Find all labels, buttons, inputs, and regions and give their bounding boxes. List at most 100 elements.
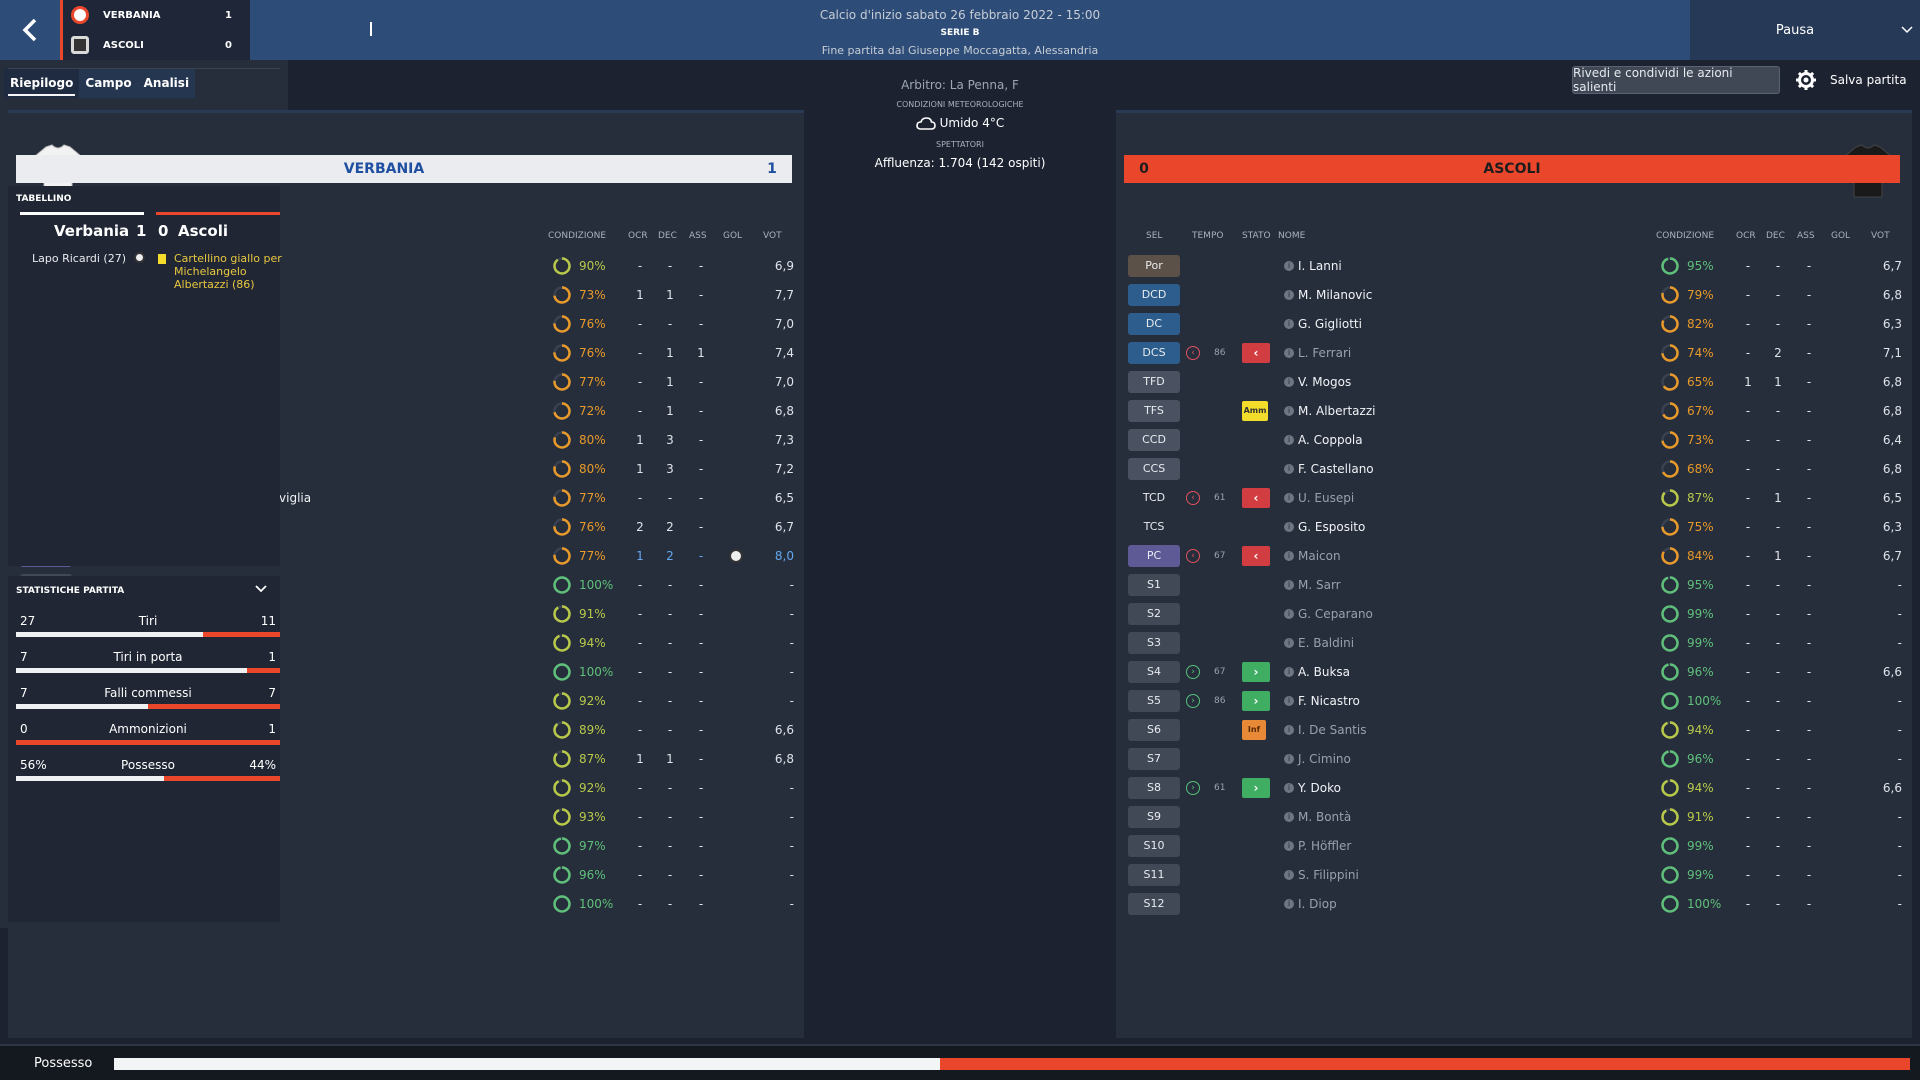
player-name[interactable]: J. Cimino bbox=[1298, 751, 1351, 766]
info-icon[interactable]: i bbox=[1284, 376, 1294, 387]
player-name[interactable]: A. Buksa bbox=[1298, 664, 1351, 679]
player-name[interactable]: I. Diop bbox=[1298, 896, 1337, 911]
player-row[interactable]: S9 i M. Bontà 91% - - - - bbox=[1116, 802, 1912, 831]
info-icon[interactable]: i bbox=[1284, 898, 1294, 909]
position-badge[interactable]: S12 bbox=[1128, 892, 1180, 915]
col-ocr[interactable]: OCR bbox=[628, 231, 648, 241]
subbed-on-status-icon[interactable]: › bbox=[1242, 777, 1270, 798]
injured-status-badge[interactable]: Inf bbox=[1242, 719, 1266, 740]
info-icon[interactable]: i bbox=[1284, 347, 1294, 358]
col-gol[interactable]: GOL bbox=[1831, 231, 1851, 241]
subbed-off-status-icon[interactable]: ‹ bbox=[1242, 545, 1270, 566]
position-badge[interactable]: S7 bbox=[1128, 747, 1180, 770]
subbed-off-status-icon[interactable]: ‹ bbox=[1242, 342, 1270, 363]
player-name[interactable]: M. Bontà bbox=[1298, 809, 1352, 824]
tabellino-home-team[interactable]: Verbania bbox=[54, 222, 130, 240]
position-badge[interactable]: TCS bbox=[1143, 520, 1165, 533]
chevron-down-icon[interactable] bbox=[254, 582, 268, 596]
player-name[interactable]: L. Ferrari bbox=[1298, 345, 1352, 360]
position-badge[interactable]: S6 bbox=[1128, 718, 1180, 741]
player-row[interactable]: PC ‹ 67 ‹ i Maicon 84% - 1 - 6,7 bbox=[1116, 541, 1912, 570]
player-name[interactable]: M. Sarr bbox=[1298, 577, 1341, 592]
tabellino-away-team[interactable]: Ascoli bbox=[178, 222, 229, 240]
player-row[interactable]: TFS Amm i M. Albertazzi 67% - - - 6,8 bbox=[1116, 396, 1912, 425]
subbed-off-status-icon[interactable]: ‹ bbox=[1242, 487, 1270, 508]
position-badge[interactable]: S8 bbox=[1128, 776, 1180, 799]
save-match-button[interactable]: Salva partita bbox=[1830, 73, 1907, 87]
position-badge[interactable]: S1 bbox=[1128, 573, 1180, 596]
info-icon[interactable]: i bbox=[1284, 666, 1294, 677]
info-icon[interactable]: i bbox=[1284, 579, 1294, 590]
player-name[interactable]: I. De Santis bbox=[1298, 722, 1367, 737]
player-row[interactable]: TCS i G. Esposito 75% - - - 6,3 bbox=[1116, 512, 1912, 541]
tab-campo[interactable]: Campo bbox=[85, 76, 132, 90]
info-icon[interactable]: i bbox=[1284, 753, 1294, 764]
col-condizione[interactable]: CONDIZIONE bbox=[1656, 231, 1715, 241]
settings-button[interactable] bbox=[1792, 66, 1820, 94]
player-row[interactable]: S2 i G. Ceparano 99% - - - - bbox=[1116, 599, 1912, 628]
position-badge[interactable]: S10 bbox=[1128, 834, 1180, 857]
player-row[interactable]: S8 › 61 › i Y. Doko 94% - - - 6,6 bbox=[1116, 773, 1912, 802]
position-badge[interactable]: DCD bbox=[1128, 283, 1180, 306]
player-row[interactable]: S7 i J. Cimino 96% - - - - bbox=[1116, 744, 1912, 773]
player-row[interactable]: S6 Inf i I. De Santis 94% - - - - bbox=[1116, 715, 1912, 744]
col-ass[interactable]: ASS bbox=[1797, 231, 1815, 241]
player-row[interactable]: TFD i V. Mogos 65% 1 1 - 6,8 bbox=[1116, 367, 1912, 396]
position-badge[interactable]: TFD bbox=[1128, 370, 1180, 393]
info-icon[interactable]: i bbox=[1284, 318, 1294, 329]
col-dec[interactable]: DEC bbox=[1766, 231, 1785, 241]
position-badge[interactable]: PC bbox=[1128, 544, 1180, 567]
player-row[interactable]: CCS i F. Castellano 68% - - - 6,8 bbox=[1116, 454, 1912, 483]
player-row[interactable]: DCD i M. Milanovic 79% - - - 6,8 bbox=[1116, 280, 1912, 309]
player-row[interactable]: CCD i A. Coppola 73% - - - 6,4 bbox=[1116, 425, 1912, 454]
info-icon[interactable]: i bbox=[1284, 724, 1294, 735]
tab-riepilogo[interactable]: Riepilogo bbox=[4, 68, 80, 98]
info-icon[interactable]: i bbox=[1284, 608, 1294, 619]
info-icon[interactable]: i bbox=[1284, 434, 1294, 445]
position-badge[interactable]: S4 bbox=[1128, 660, 1180, 683]
back-button[interactable] bbox=[0, 0, 60, 60]
position-badge[interactable]: CCD bbox=[1128, 428, 1180, 451]
highlights-button[interactable]: Rivedi e condividi le azioni salienti bbox=[1572, 66, 1780, 94]
info-icon[interactable]: i bbox=[1284, 637, 1294, 648]
position-badge[interactable]: CCS bbox=[1128, 457, 1180, 480]
player-name[interactable]: G. Gigliotti bbox=[1298, 316, 1362, 331]
info-icon[interactable]: i bbox=[1284, 550, 1294, 561]
position-badge[interactable]: S9 bbox=[1128, 805, 1180, 828]
player-name[interactable]: M. Milanovic bbox=[1298, 287, 1373, 302]
info-icon[interactable]: i bbox=[1284, 405, 1294, 416]
player-name[interactable]: P. Höffler bbox=[1298, 838, 1352, 853]
player-name[interactable]: V. Mogos bbox=[1298, 374, 1352, 389]
player-row[interactable]: S11 i S. Filippini 99% - - - - bbox=[1116, 860, 1912, 889]
position-badge[interactable]: S3 bbox=[1128, 631, 1180, 654]
player-row[interactable]: TCD ‹ 61 ‹ i U. Eusepi 87% - 1 - 6,5 bbox=[1116, 483, 1912, 512]
subbed-on-status-icon[interactable]: › bbox=[1242, 690, 1270, 711]
player-row[interactable]: S12 i I. Diop 100% - - - - bbox=[1116, 889, 1912, 918]
info-icon[interactable]: i bbox=[1284, 811, 1294, 822]
goal-scorer-text[interactable]: Lapo Ricardi (27) bbox=[32, 252, 127, 265]
position-badge[interactable]: S2 bbox=[1128, 602, 1180, 625]
info-icon[interactable]: i bbox=[1284, 492, 1294, 503]
info-icon[interactable]: i bbox=[1284, 289, 1294, 300]
player-name[interactable]: Y. Doko bbox=[1298, 780, 1341, 795]
player-name[interactable]: Maicon bbox=[1298, 548, 1341, 563]
subbed-on-status-icon[interactable]: › bbox=[1242, 661, 1270, 682]
player-name[interactable]: E. Baldini bbox=[1298, 635, 1355, 650]
player-name[interactable]: M. Albertazzi bbox=[1298, 403, 1376, 418]
pause-dropdown[interactable]: Pausa bbox=[1690, 0, 1920, 60]
col-dec[interactable]: DEC bbox=[658, 231, 677, 241]
position-badge[interactable]: S5 bbox=[1128, 689, 1180, 712]
player-name[interactable]: G. Ceparano bbox=[1298, 606, 1373, 621]
player-row[interactable]: DC i G. Gigliotti 82% - - - 6,3 bbox=[1116, 309, 1912, 338]
player-name[interactable]: S. Filippini bbox=[1298, 867, 1359, 882]
player-name[interactable]: U. Eusepi bbox=[1298, 490, 1355, 505]
yellow-card-text[interactable]: Cartellino giallo per Michelangelo Alber… bbox=[174, 252, 282, 291]
position-badge[interactable]: Por bbox=[1128, 254, 1180, 277]
player-name[interactable]: F. Nicastro bbox=[1298, 693, 1360, 708]
booked-status-badge[interactable]: Amm bbox=[1242, 400, 1268, 421]
position-badge[interactable]: S11 bbox=[1128, 863, 1180, 886]
col-nome[interactable]: NOME bbox=[1278, 231, 1306, 241]
position-badge[interactable]: TFS bbox=[1128, 399, 1180, 422]
position-badge[interactable]: TCD bbox=[1142, 491, 1166, 504]
player-name[interactable]: F. Castellano bbox=[1298, 461, 1374, 476]
